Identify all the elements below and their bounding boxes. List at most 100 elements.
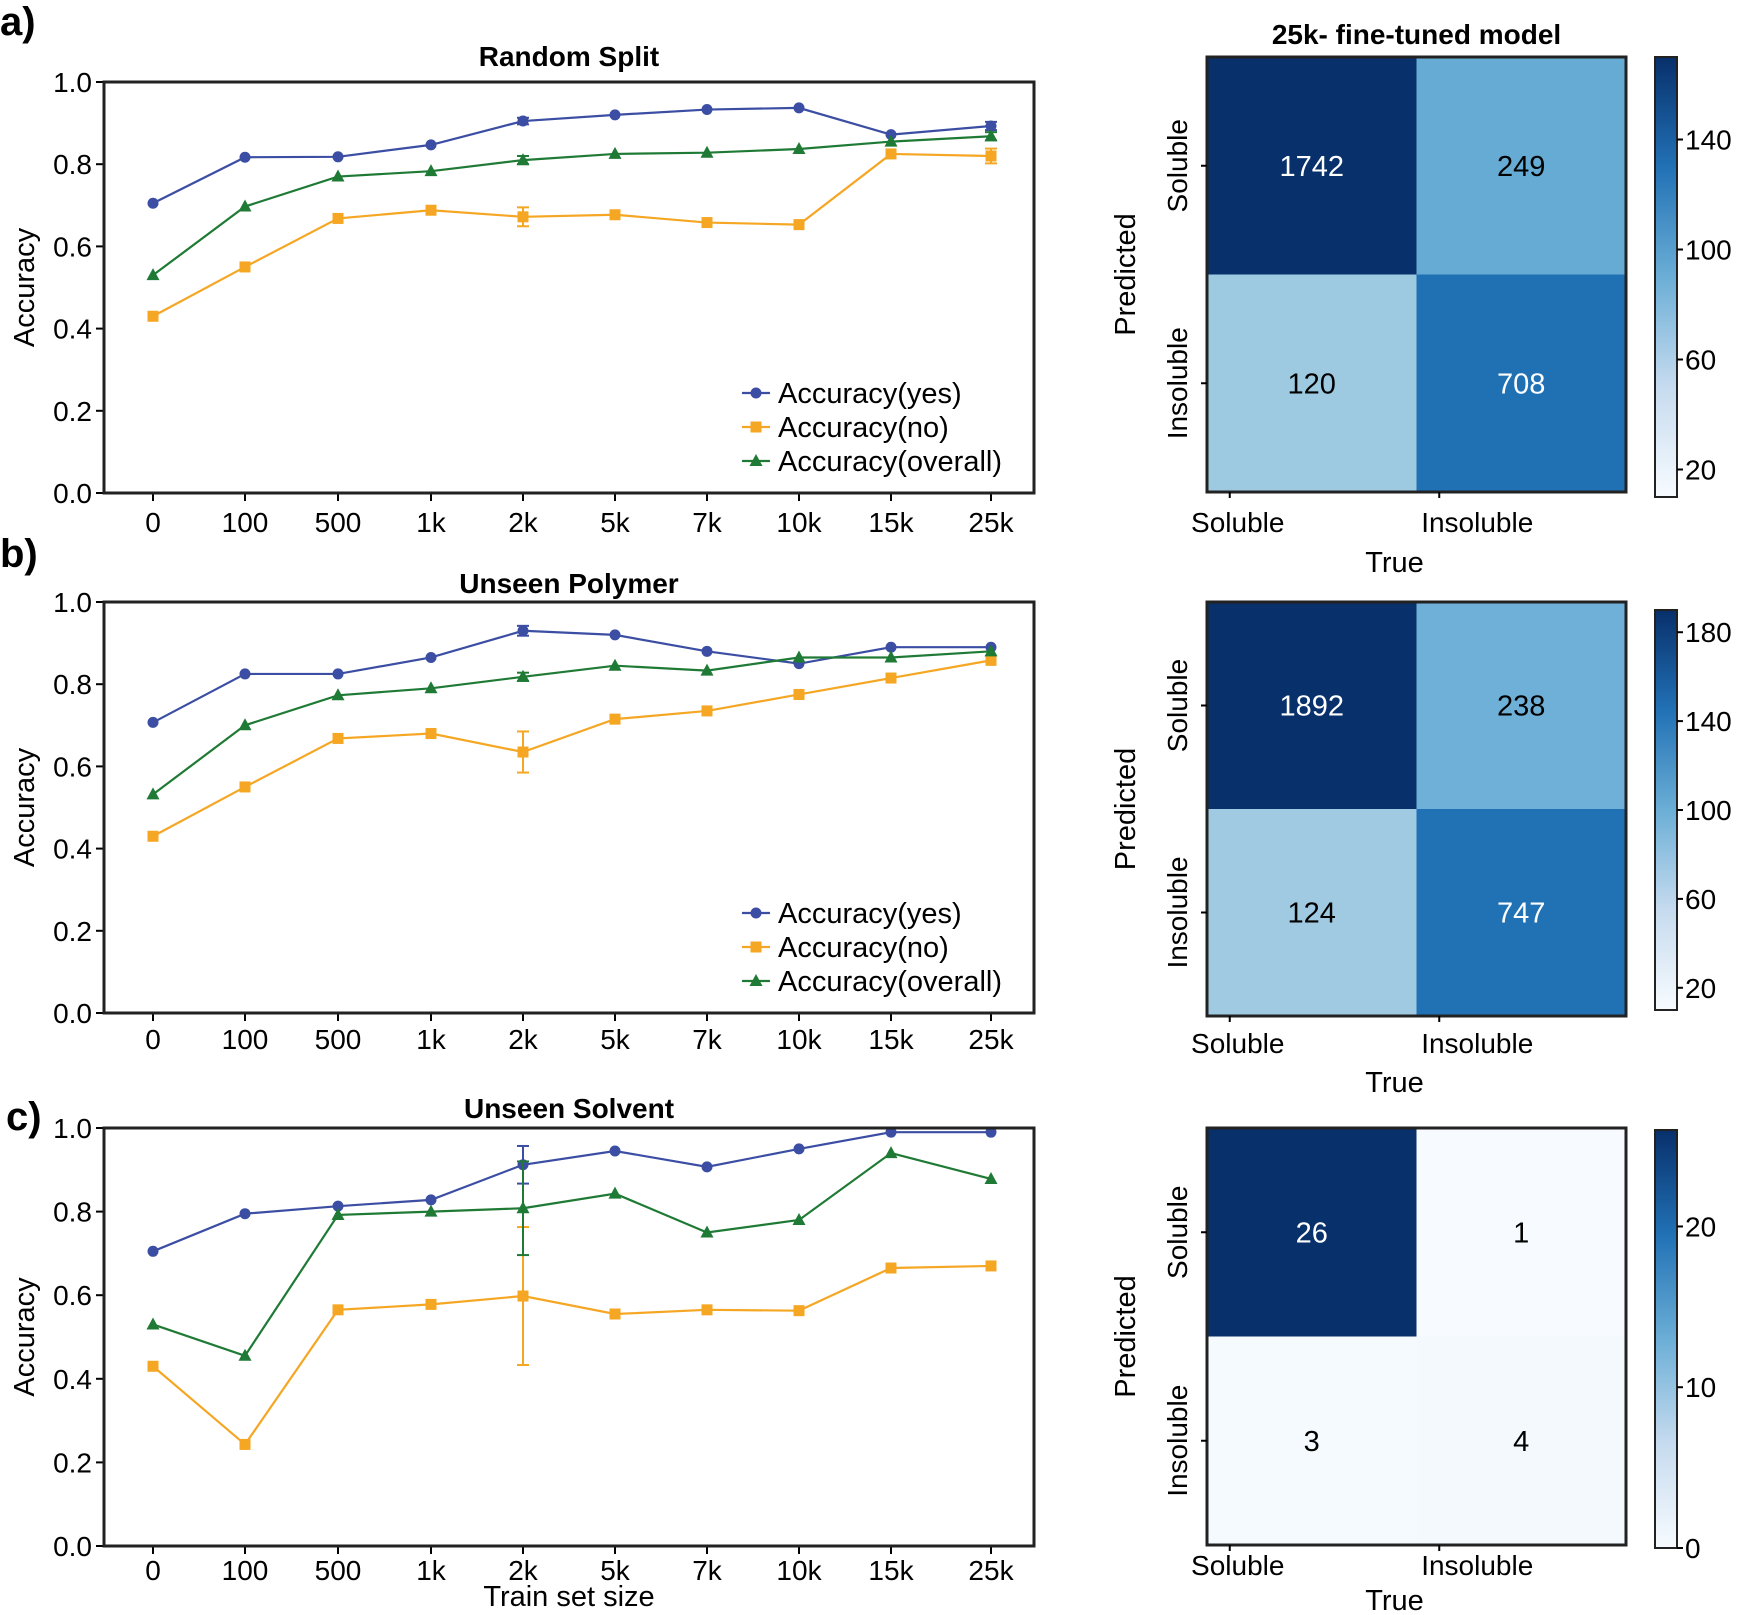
heatmap-frame <box>1205 600 1628 1018</box>
data-point-square <box>517 746 529 758</box>
y-tick-label: 1.0 <box>53 1113 92 1144</box>
data-point-square <box>985 150 997 162</box>
legend-entry: Accuracy(yes) <box>778 378 962 410</box>
x-tick-label: 7k <box>692 507 723 538</box>
data-point-triangle <box>608 146 622 159</box>
heatmap-cell-label: 26 <box>1296 1217 1328 1249</box>
x-tick-label: 25k <box>968 507 1014 538</box>
data-point-square <box>239 261 251 273</box>
legend-marker-square <box>750 941 762 953</box>
x-tick-label: 2k <box>508 507 539 538</box>
data-point-triangle <box>238 718 252 731</box>
data-point-square <box>793 688 805 700</box>
data-point-square <box>793 1305 805 1317</box>
data-point-square <box>332 732 344 744</box>
data-point-circle <box>147 716 159 728</box>
data-point-circle <box>609 1145 621 1157</box>
panel-label-a: a) <box>0 0 36 44</box>
data-point-triangle <box>238 199 252 212</box>
x-tick-label: 25k <box>968 1555 1014 1586</box>
data-point-circle <box>332 1200 344 1212</box>
series-line-circle <box>152 629 991 724</box>
heatmap-cell <box>1416 602 1626 809</box>
heatmap-cell-label: 238 <box>1497 691 1545 723</box>
data-point-triangle <box>608 1186 622 1199</box>
x-axis-label: True <box>1365 1585 1424 1615</box>
data-point-square <box>609 209 621 221</box>
y-tick-label: 0.0 <box>53 1531 92 1562</box>
series-line-square <box>152 152 992 318</box>
data-point-square <box>517 211 529 223</box>
data-point-circle <box>793 1143 805 1155</box>
data-point-triangle <box>146 787 160 800</box>
y-tick-label: 0.4 <box>53 834 92 865</box>
heatmap-cell <box>1207 1336 1417 1545</box>
legend-marker-square <box>750 421 762 433</box>
heatmap-cell <box>1416 57 1626 275</box>
legend-marker-circle <box>750 387 762 399</box>
data-point-square <box>425 728 437 740</box>
y-tick-label: 0.2 <box>53 396 92 427</box>
line-chart-unseen-polymer: Unseen Polymer 0.0 0.2 0.4 0.6 0.8 1.0 0 100 500 1… <box>9 568 1036 1055</box>
data-point-triangle <box>424 1204 438 1217</box>
legend-marker-triangle <box>749 454 763 466</box>
y-axis-label: Predicted <box>1110 213 1142 336</box>
colorbar-tick-label: 100 <box>1685 795 1732 826</box>
heatmap-cell-label: 120 <box>1288 368 1336 400</box>
x-tick-label: 1k <box>416 1024 447 1055</box>
series-line-square <box>152 659 992 838</box>
data-point-triangle <box>984 1171 998 1184</box>
colorbar-tick-label: 0 <box>1685 1533 1701 1564</box>
colorbar-tick-label: 140 <box>1685 706 1732 737</box>
data-point-triangle <box>608 658 622 671</box>
x-tick-label: 5k <box>600 1555 631 1586</box>
data-point-triangle <box>700 145 714 158</box>
x-tick-label: 10k <box>776 1024 822 1055</box>
x-tick-label: 1k <box>416 1555 447 1586</box>
data-point-triangle <box>516 669 530 682</box>
series-line-square <box>152 1264 992 1447</box>
y-axis-label: Accuracy <box>9 747 41 867</box>
y-category-label: Soluble <box>1162 659 1193 752</box>
heatmap-cell-label: 1892 <box>1279 691 1344 723</box>
plot-frame <box>102 1126 1036 1548</box>
x-tick-label: 5k <box>600 507 631 538</box>
data-point-triangle <box>238 1348 252 1361</box>
plot-frame <box>102 600 1036 1015</box>
x-tick-label: 500 <box>315 507 362 538</box>
y-tick-label: 0.6 <box>53 751 92 782</box>
data-point-square <box>701 705 713 717</box>
series-line-triangle <box>152 1151 992 1358</box>
data-point-circle <box>885 641 897 653</box>
data-point-circle <box>609 629 621 641</box>
x-tick-label: 15k <box>868 1555 914 1586</box>
y-tick-label: 0.8 <box>53 1197 92 1228</box>
x-tick-label: 2k <box>508 1024 539 1055</box>
legend-entry: Accuracy(overall) <box>778 446 1002 478</box>
line-chart-random-split: Random Split 0.0 0.2 0.4 0.6 0.8 1.0 0 100 500 1k 2… <box>9 41 1036 538</box>
y-tick-label: 0.4 <box>53 314 92 345</box>
data-point-triangle <box>884 134 898 147</box>
y-category-label: Soluble <box>1162 1186 1193 1279</box>
y-tick-label: 0.4 <box>53 1364 92 1395</box>
colorbar <box>1654 609 1678 1011</box>
x-tick-label: 500 <box>315 1024 362 1055</box>
data-point-square <box>885 148 897 160</box>
data-point-triangle <box>424 681 438 694</box>
heatmap-cell <box>1416 809 1626 1016</box>
colorbar-tick-label: 140 <box>1685 125 1732 156</box>
y-tick-label: 0.2 <box>53 916 92 947</box>
data-point-square <box>239 781 251 793</box>
y-tick-label: 0.6 <box>53 1280 92 1311</box>
heatmap-cell <box>1416 1336 1626 1545</box>
colorbar-tick-label: 60 <box>1685 345 1716 376</box>
heatmap-title: 25k- fine-tuned model <box>1272 19 1561 50</box>
data-point-circle <box>701 1161 713 1173</box>
data-point-triangle <box>792 1212 806 1225</box>
y-tick-label: 0.8 <box>53 669 92 700</box>
data-point-circle <box>701 104 713 116</box>
data-point-square <box>425 204 437 216</box>
data-point-circle <box>609 109 621 121</box>
x-tick-label: 100 <box>222 1024 269 1055</box>
x-tick-label: 15k <box>868 507 914 538</box>
